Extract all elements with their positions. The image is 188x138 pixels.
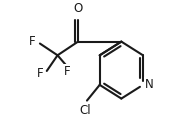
Text: F: F <box>29 35 36 48</box>
Text: F: F <box>37 67 44 80</box>
Text: F: F <box>64 65 70 78</box>
Text: O: O <box>74 2 83 15</box>
Text: Cl: Cl <box>79 104 91 117</box>
Text: N: N <box>145 78 154 91</box>
